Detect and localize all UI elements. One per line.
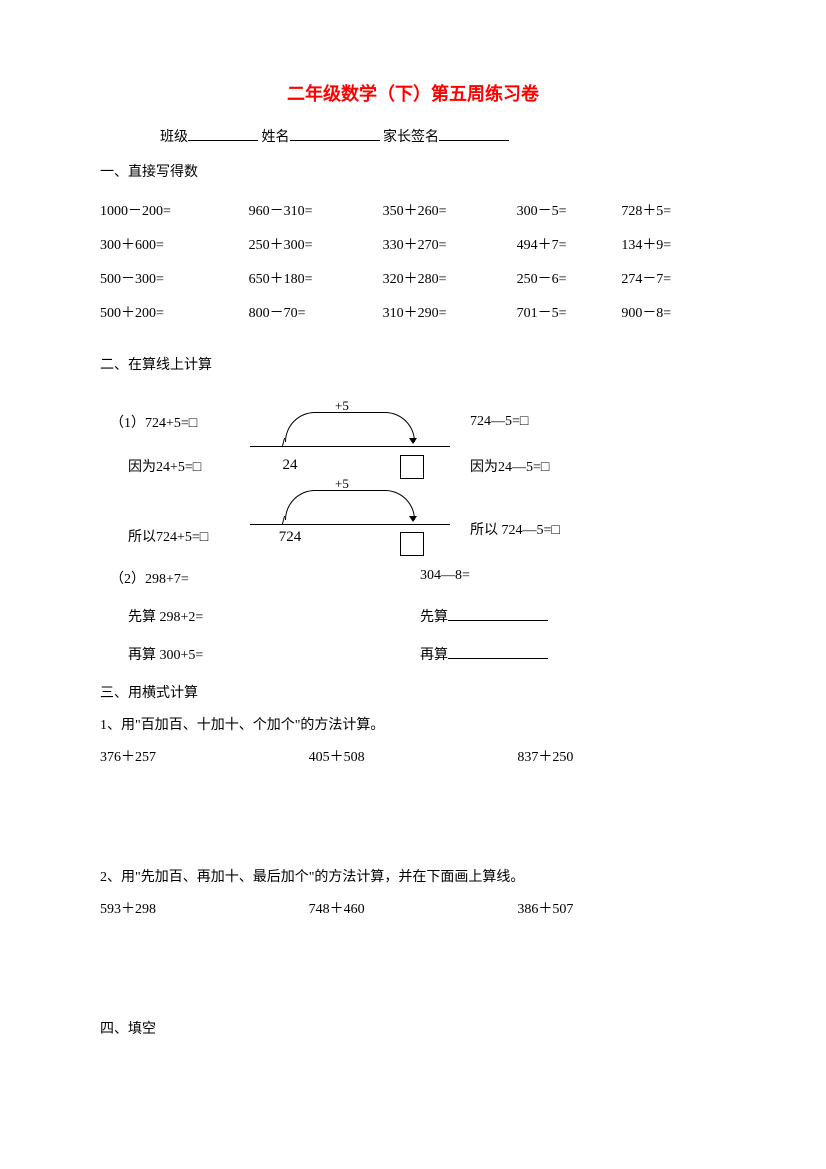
calc-prefix: 再算 [420,648,448,663]
calc-item: 593＋298 [100,898,309,918]
calc-item: 748＋460 [309,898,518,918]
class-blank[interactable] [188,127,258,141]
name-blank[interactable] [290,127,380,141]
section3-heading: 三、用横式计算 [100,682,726,702]
calc-item: 900－8= [621,295,726,329]
calc-item: 405＋508 [309,746,518,766]
calc-item: 310＋290= [383,295,517,329]
table-row: 500－300= 650＋180= 320＋280= 250－6= 274－7= [100,261,726,295]
class-label: 班级 [160,126,188,146]
header-line: 班级 姓名 家长签名 [100,126,726,146]
table-row: 1000－200= 960－310= 350＋260= 300－5= 728＋5… [100,193,726,227]
q2-1-right1: 724—5=□ [450,414,528,430]
section3-sub1: 1、用"百加百、十加十、个加个"的方法计算。 [100,714,726,734]
calc-item: 274－7= [621,261,726,295]
calc-item: 837＋250 [517,746,726,766]
q2-1-right2: 因为24—5=□ [450,456,549,476]
number-line-2: +5 [250,476,450,524]
calc-item: 386＋507 [517,898,726,918]
q2-1-left2: 因为24+5=□ [100,456,250,476]
calc-item: 250－6= [517,261,622,295]
q2-2-left1: （2）298+7= [100,568,420,588]
tick-icon [282,438,290,446]
calc-prefix: 先算 [420,610,448,625]
q2-2-right1: 304—8= [420,568,726,588]
section1-heading: 一、直接写得数 [100,161,726,181]
calc-item: 300－5= [517,193,622,227]
calc-item: 650＋180= [249,261,383,295]
q2-2-right2: 先算 [420,606,726,626]
number-line-1: +5 [250,398,450,446]
calc-item: 701－5= [517,295,622,329]
name-label: 姓名 [262,126,290,146]
section2-heading: 二、在算线上计算 [100,354,726,374]
calc-item: 728＋5= [621,193,726,227]
parent-sign-blank[interactable] [439,127,509,141]
q2-2-right3: 再算 [420,644,726,664]
nl-left-num: 724 [279,529,302,546]
calc-item: 376＋257 [100,746,309,766]
calc-item: 250＋300= [249,227,383,261]
page-title: 二年级数学（下）第五周练习卷 [100,80,726,106]
calc-item: 1000－200= [100,193,249,227]
q2-1-right3: 所以 724—5=□ [450,519,560,539]
calc-blank[interactable] [448,607,548,621]
calc-item: 350＋260= [383,193,517,227]
arc-icon [285,490,415,520]
calc-item: 500－300= [100,261,249,295]
arrow-down-icon [409,516,417,522]
q2-2-left3: 再算 300+5= [100,644,420,664]
calc-item: 494＋7= [517,227,622,261]
tick-icon [282,516,290,524]
arc-icon [285,412,415,442]
line-icon [250,446,450,447]
line-icon [250,524,450,525]
calc-item: 500＋200= [100,295,249,329]
calc-item: 300＋600= [100,227,249,261]
nl-left-num: 24 [283,457,298,474]
q2-2-left2: 先算 298+2= [100,606,420,626]
calc-item: 800－70= [249,295,383,329]
calc-item: 134＋9= [621,227,726,261]
arrow-down-icon [409,438,417,444]
parent-sign-label: 家长签名 [383,126,439,146]
table-row: 500＋200= 800－70= 310＋290= 701－5= 900－8= [100,295,726,329]
table-row: 300＋600= 250＋300= 330＋270= 494＋7= 134＋9= [100,227,726,261]
section3-sub2: 2、用"先加百、再加十、最后加个"的方法计算，并在下面画上算线。 [100,866,726,886]
answer-box[interactable] [400,532,424,556]
calc-table: 1000－200= 960－310= 350＋260= 300－5= 728＋5… [100,193,726,329]
calc-item: 330＋270= [383,227,517,261]
calc-item: 320＋280= [383,261,517,295]
calc-item: 960－310= [249,193,383,227]
calc-blank[interactable] [448,645,548,659]
q2-1-left1: （1）724+5=□ [100,412,250,432]
q2-1-left3: 所以724+5=□ [100,526,250,546]
section4-heading: 四、填空 [100,1018,726,1038]
